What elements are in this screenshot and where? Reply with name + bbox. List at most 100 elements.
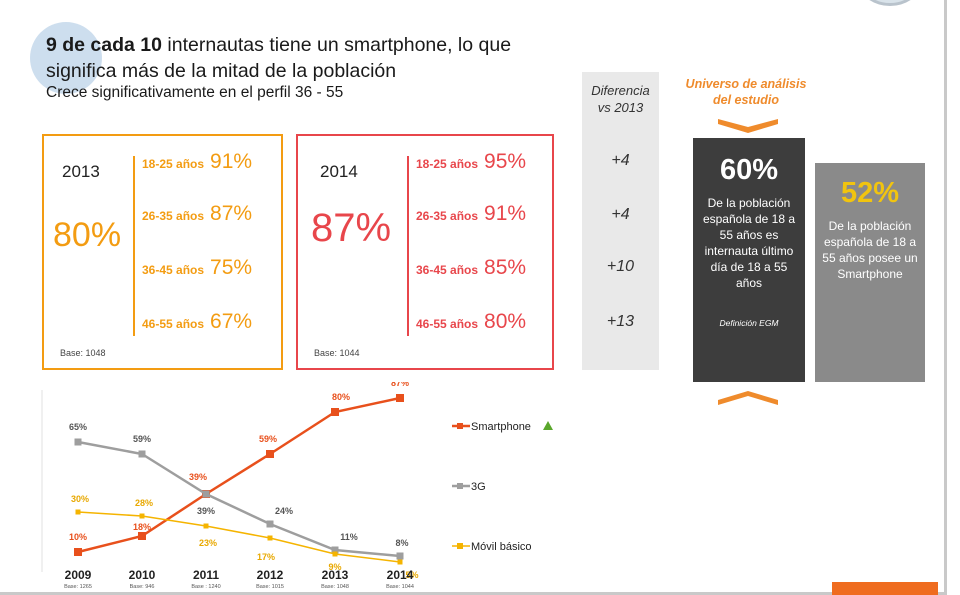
data-point-g3 [202, 490, 210, 498]
page-title: 9 de cada 10 internautas tiene un smartp… [46, 32, 546, 84]
x-base-label: Base: 1044 [386, 584, 414, 590]
decorative-corner-shape [852, 0, 928, 6]
age-label: 36-45 años [416, 263, 479, 277]
data-point-g3 [266, 520, 274, 528]
age-row: 26-35 años 87% [142, 202, 252, 226]
box-divider [407, 156, 409, 336]
definition-note: Definición EGM [719, 318, 779, 328]
legend-marker-g3 [457, 483, 463, 489]
difference-header-line: vs 2013 [597, 100, 644, 115]
data-label-smartphone: 39% [189, 472, 207, 482]
age-label: 36-45 años [142, 263, 205, 277]
age-row: 18-25 años 91% [142, 150, 252, 174]
age-value: 67% [210, 310, 253, 333]
age-row: 26-35 años 91% [416, 202, 526, 226]
data-point-movil [267, 535, 273, 541]
x-tick-label: 2010 [129, 568, 156, 582]
age-label: 26-35 años [142, 209, 205, 223]
data-point-smartphone [266, 450, 274, 458]
age-value: 87% [210, 202, 253, 225]
x-tick-label: 2014 [387, 568, 414, 582]
title-bold: 9 de cada 10 [46, 34, 162, 56]
x-base-label: Base: 1048 [321, 584, 349, 590]
data-label-movil: 23% [199, 538, 217, 548]
difference-value: +13 [606, 313, 635, 330]
x-tick-label: 2011 [193, 568, 219, 582]
slide-bottom-edge [0, 592, 947, 595]
data-label-smartphone: 18% [133, 522, 151, 532]
data-label-g3: 11% [340, 532, 358, 542]
age-row: 46-55 años 80% [416, 310, 526, 334]
age-row: 46-55 años 67% [142, 310, 252, 334]
trend-up-icon [543, 421, 553, 430]
box-year: 2014 [320, 162, 358, 181]
age-row: 18-25 años 95% [416, 150, 526, 174]
data-point-g3 [331, 546, 339, 554]
data-label-movil: 17% [257, 552, 275, 562]
data-label-g3: 8% [395, 538, 408, 548]
data-point-g3 [74, 438, 82, 446]
data-label-g3: 24% [275, 506, 293, 516]
legend-label-smartphone: Smartphone [471, 421, 531, 433]
box-base: Base: 1048 [60, 348, 106, 358]
box-total: 87% [311, 206, 392, 250]
data-point-smartphone [138, 532, 146, 540]
difference-header-line: Diferencia [591, 83, 650, 98]
data-label-movil: 5% [405, 570, 418, 580]
legend-label-g3: 3G [471, 481, 486, 493]
age-value: 80% [484, 310, 527, 333]
difference-value: +4 [611, 152, 630, 169]
series-line-g3 [77, 440, 401, 558]
age-label: 18-25 años [142, 157, 205, 171]
age-value: 91% [210, 150, 253, 173]
universe-header-line: del estudio [713, 93, 779, 107]
difference-value: +10 [606, 258, 635, 275]
chevron-up-icon [718, 391, 778, 405]
age-label: 46-55 años [142, 317, 205, 331]
smartphone-percent: 52% [840, 177, 900, 209]
data-label-movil: 9% [328, 562, 341, 572]
data-point-movil [75, 509, 81, 515]
series-line-smartphone [77, 396, 401, 554]
data-point-movil [139, 513, 145, 519]
universe-percent: 60% [719, 154, 779, 186]
data-point-g3 [396, 552, 404, 560]
data-label-g3: 65% [69, 422, 87, 432]
x-tick-label: 2009 [65, 568, 92, 582]
data-label-smartphone: 10% [69, 532, 87, 542]
x-tick-label: 2012 [257, 568, 284, 582]
age-label: 46-55 años [416, 317, 479, 331]
x-base-label: Base: 946 [130, 584, 155, 590]
age-label: 26-35 años [416, 209, 479, 223]
data-point-smartphone [74, 548, 82, 556]
x-base-label: Base: 1015 [256, 584, 284, 590]
chevron-down-icon [718, 119, 778, 133]
data-label-smartphone: 59% [259, 434, 277, 444]
age-value: 85% [484, 256, 527, 279]
universe-header-line: Universo de análisis [685, 77, 807, 91]
summary-box-2014: 2014 87% 18-25 años 95% 26-35 años 91% 36-… [296, 134, 554, 370]
age-value: 91% [484, 202, 527, 225]
decorative-circle [30, 22, 102, 94]
data-point-smartphone [331, 408, 339, 416]
difference-value: +4 [611, 206, 630, 223]
data-point-movil [332, 551, 338, 557]
legend-marker-movil [457, 543, 463, 549]
difference-header: Diferencia vs 2013 [582, 82, 659, 116]
legend-marker-smartphone [457, 423, 463, 429]
data-label-smartphone: 80% [332, 392, 350, 402]
data-point-movil [203, 523, 209, 529]
smartphone-description: De la población española de 18 a 55 años… [822, 219, 918, 281]
box-year: 2013 [62, 162, 100, 181]
age-row: 36-45 años 85% [416, 256, 526, 280]
data-point-smartphone [396, 394, 404, 402]
line-chart: 10% 18% 39% 59% 80% 87% 65% 59% 39% 24% 11% 8% 30% 28… [41, 382, 553, 590]
legend-label-movil: Móvil básico [471, 541, 532, 553]
age-value: 95% [484, 150, 527, 173]
box-base: Base: 1044 [314, 348, 360, 358]
age-label: 18-25 años [416, 157, 479, 171]
slide-right-edge [944, 0, 947, 595]
box-divider [133, 156, 135, 336]
difference-panel: Diferencia vs 2013 +4 +4 +10 +13 [582, 72, 659, 370]
page-subtitle: Crece significativamente en el perfil 36… [46, 84, 344, 101]
